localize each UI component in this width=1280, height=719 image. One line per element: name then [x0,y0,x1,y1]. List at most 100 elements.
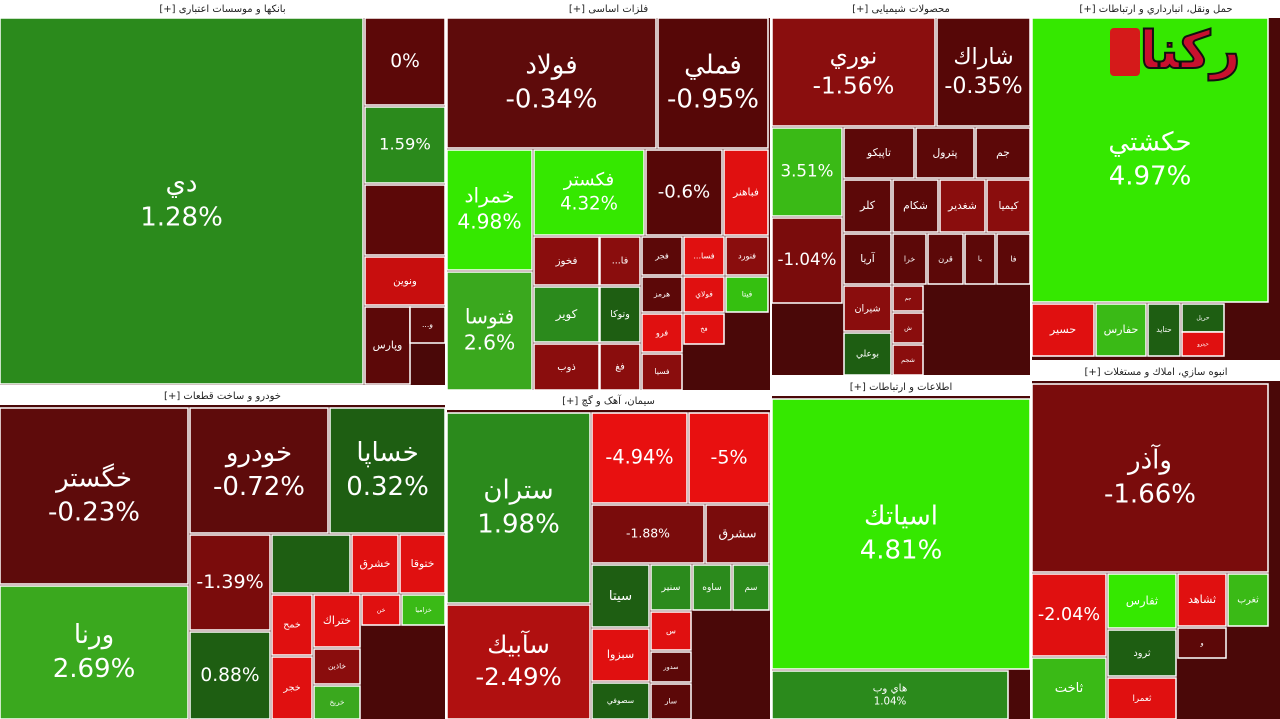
tile-change: -1.88% [626,526,670,541]
tile [329,407,446,534]
tile [591,504,705,564]
tile-name: حفارس [1104,323,1139,336]
tile-name: حتايد [1156,325,1172,334]
tile [364,106,446,184]
tile [1107,677,1177,719]
logo-bar [1110,28,1140,76]
sector: خودرو و ساخت قطعات [+] خگستر-0.23% خودرو -0… [0,387,446,719]
tile-name: خاذين [328,662,346,671]
tile-name: وآذر [1126,444,1172,476]
tile-change: -5% [710,447,747,469]
tile [399,534,446,594]
tile-name: سيتا [609,589,632,604]
tile [1107,629,1177,677]
tile [313,648,361,685]
tile-name: حكشتي [1108,128,1191,158]
tile-change: 4.81% [860,535,943,565]
tile [591,564,650,628]
tile-change: 1.98% [477,509,560,539]
tile [599,343,641,391]
tile [641,276,683,313]
tile [364,306,411,385]
tile [683,276,725,313]
tile-change: 2.6% [464,331,515,355]
tile-name: سم [745,583,758,593]
tile-name: فولاد [525,51,577,81]
tile [641,236,683,276]
tile-name: خمح [283,620,301,631]
tile [1177,573,1227,627]
sector-title: محصولات شیمیایی [+] [852,4,950,15]
tile-name: فا [1010,255,1016,264]
tile [705,504,770,564]
tile-name: شيران [854,304,880,315]
tile-name: فا... [612,256,629,267]
tile-name: فخ [700,325,707,333]
tile [975,127,1031,179]
tile [843,233,892,285]
tile [446,271,533,391]
tile [361,594,401,626]
tile-name: سنير [661,582,681,593]
tile [446,604,591,719]
tile-name: كيميا [998,201,1018,212]
tile [533,236,600,286]
tile [645,149,723,236]
tile-change: 4.98% [457,210,521,234]
sector-title: اطلاعات و ارتباطات [+] [850,382,953,393]
tile [650,564,692,611]
tile-change: 0.88% [200,665,259,686]
tile-change: -4.94% [605,446,673,469]
tile-name: كلر [859,199,876,212]
tile [591,682,650,719]
tile-name: ختوقا [411,557,435,570]
tile [1177,627,1227,659]
tile-name: هاي وب [873,682,907,694]
tile-name: حيترو [1196,342,1209,348]
tile-name: ذوب [557,362,575,373]
tile-name: فرو [655,328,668,338]
tile-name: سشرق [719,526,757,542]
tile [892,233,927,285]
tile-change: 0% [390,51,420,72]
tile [657,17,769,149]
tile [650,683,692,719]
tile [0,407,189,585]
tile [189,631,271,719]
tile [591,628,650,682]
tile-name: ثاخت [1055,681,1084,696]
tile [650,651,692,683]
tile [771,17,936,127]
tile [683,313,725,345]
tile [1227,573,1269,627]
tile [1107,573,1177,629]
tile-name: نوري [830,43,878,69]
tile [964,233,996,285]
tile [189,534,271,631]
tile [732,564,770,611]
tile-name: فيتا [742,290,753,299]
tile-change: -1.39% [196,571,263,593]
tile [939,179,986,233]
tile-name: ثشاهد [1188,593,1216,606]
tile [1031,573,1107,657]
tile-name: شكام [903,199,928,212]
tile-change: -0.95% [667,84,759,114]
tile [771,127,843,217]
tile-name: سدور [663,663,679,671]
sector-header [772,0,1030,18]
tile-name: خجر [282,683,300,694]
tile [446,17,657,149]
tile [446,412,591,604]
tile [927,233,964,285]
tile [533,286,600,343]
tile-change: -0.23% [48,497,140,527]
tile [843,285,892,332]
tile [401,594,446,626]
sector-header [1032,363,1280,381]
sector: فلزات اساسی [+] فولاد-0.34% فملي-0.95% خمرا… [446,0,770,391]
tile-name: خودرو [224,438,292,468]
tile-name: خساپا [356,438,418,468]
tile [892,285,924,312]
